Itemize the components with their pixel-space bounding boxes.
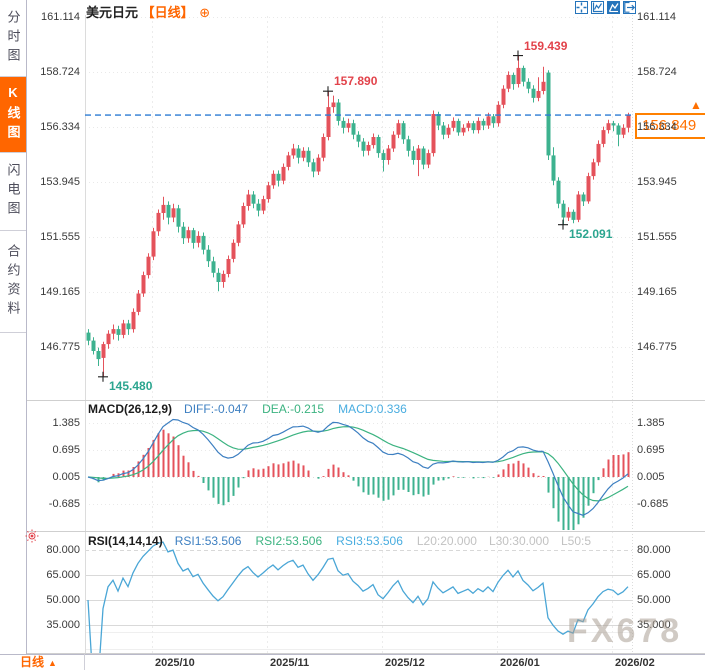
- rsi-title: RSI(14,14,14): [88, 534, 163, 548]
- price-axis-label-left: 153.945: [40, 176, 80, 188]
- price-axis-label-right: 151.555: [637, 231, 677, 243]
- rsi-header: RSI(14,14,14) RSI1:53.506 RSI2:53.506 RSI3:…: [88, 534, 603, 548]
- sidebar-item-timeshare[interactable]: 分时图: [0, 0, 26, 77]
- price-axis-label-right: 161.114: [637, 11, 676, 23]
- price-annotation: 159.439: [524, 38, 568, 53]
- price-axis-label-left: 149.165: [40, 286, 80, 298]
- macd-title: MACD(26,12,9): [88, 402, 173, 416]
- macd-axis-label-right: 0.005: [637, 471, 665, 483]
- axes-chart-icon[interactable]: [591, 1, 604, 14]
- sidebar-item-lightning[interactable]: 闪电图: [0, 153, 26, 231]
- price-axis-label-left: 161.114: [41, 11, 80, 23]
- macd-axis-label-left: -0.685: [48, 498, 80, 510]
- rsi-axis-label-right: 65.000: [637, 569, 671, 581]
- sidebar-item-kline[interactable]: K线图: [0, 77, 26, 153]
- date-label: 2026/02: [615, 657, 655, 669]
- chart-title: 美元日元 【日线】 ⊕: [86, 2, 210, 21]
- rsi-axis-label-right: 80.000: [637, 544, 671, 556]
- symbol-title: 美元日元: [86, 5, 139, 20]
- rsi-axis-label-right: 50.000: [637, 594, 671, 606]
- price-axis-label-left: 156.334: [40, 121, 80, 133]
- macd-header: MACD(26,12,9) DIFF:-0.047 DEA:-0.215 MACD:0…: [88, 402, 421, 416]
- time-axis-bar: [0, 654, 705, 671]
- price-axis-label-left: 146.775: [40, 341, 80, 353]
- macd-axis-label-left: 1.385: [52, 417, 80, 429]
- price-annotation: 152.091: [569, 226, 613, 241]
- price-axis-label-right: 158.724: [637, 66, 677, 78]
- price-axis-label-right: 156.334: [637, 121, 677, 133]
- date-label: 2026/01: [500, 657, 540, 669]
- date-label: 2025/12: [385, 657, 425, 669]
- rsi-axis-label-left: 80.000: [46, 544, 80, 556]
- macd-dea-value: DEA:-0.215: [262, 402, 325, 416]
- macd-axis-label-right: 1.385: [637, 417, 665, 429]
- price-axis-label-right: 153.945: [637, 176, 677, 188]
- date-label: 2025/10: [155, 657, 195, 669]
- rsi3-value: RSI3:53.506: [336, 534, 403, 548]
- exit-icon[interactable]: [623, 1, 636, 14]
- period-selector[interactable]: 日线 ▲: [0, 654, 85, 670]
- price-axis-label-left: 151.555: [40, 231, 80, 243]
- macd-axis-label-right: 0.695: [637, 444, 665, 456]
- macd-axis-label-right: -0.685: [637, 498, 669, 510]
- price-axis-label-right: 149.165: [637, 286, 677, 298]
- macd-axis-label-left: 0.695: [52, 444, 80, 456]
- price-axis-label-left: 158.724: [40, 66, 80, 78]
- last-price-tag: 156.849: [635, 113, 705, 139]
- rsi-axis-label-left: 65.000: [46, 569, 80, 581]
- area-chart-icon[interactable]: [607, 1, 620, 14]
- rsi-axis-label-left: 35.000: [46, 619, 80, 631]
- rsi-l30-value: L30:30.000: [488, 534, 549, 548]
- price-up-arrow-icon: ▲: [690, 98, 702, 112]
- rsi2-value: RSI2:53.506: [255, 534, 323, 548]
- chevron-up-icon: ▲: [48, 658, 57, 668]
- rsi-l50-value: L50:5: [561, 534, 592, 548]
- price-axis-label-right: 146.775: [637, 341, 677, 353]
- macd-diff-value: DIFF:-0.047: [184, 402, 249, 416]
- sidebar: 分时图 K线图 闪电图 合约资料: [0, 0, 27, 654]
- rsi-axis-label-right: 35.000: [637, 619, 671, 631]
- date-label: 2025/11: [270, 657, 310, 669]
- rsi1-value: RSI1:53.506: [174, 534, 242, 548]
- add-indicator-icon[interactable]: ⊕: [199, 5, 211, 20]
- rsi-l20-value: L20:20.000: [416, 534, 477, 548]
- price-annotation: 157.890: [334, 74, 378, 89]
- price-annotation: 145.480: [109, 378, 153, 393]
- period-badge[interactable]: 【日线】: [141, 5, 194, 20]
- macd-axis-label-left: 0.005: [52, 471, 80, 483]
- crosshair-icon[interactable]: [575, 1, 588, 14]
- rsi-axis-label-left: 50.000: [46, 594, 80, 606]
- sidebar-item-contract-info[interactable]: 合约资料: [0, 231, 26, 333]
- macd-value: MACD:0.336: [338, 402, 407, 416]
